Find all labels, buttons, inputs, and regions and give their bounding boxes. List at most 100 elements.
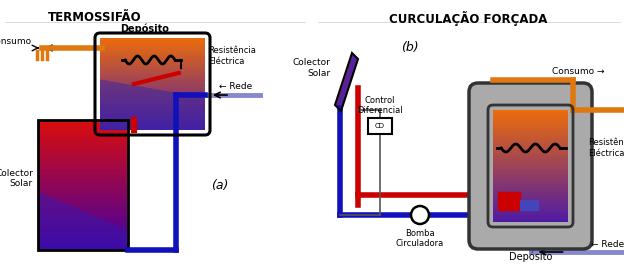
Polygon shape xyxy=(100,60,205,62)
Text: (b): (b) xyxy=(401,41,419,54)
Polygon shape xyxy=(38,167,128,169)
Polygon shape xyxy=(100,97,205,99)
Polygon shape xyxy=(493,193,568,195)
Bar xyxy=(498,192,520,210)
Text: ← Rede: ← Rede xyxy=(219,82,252,91)
Polygon shape xyxy=(38,193,128,195)
Text: Consumo →: Consumo → xyxy=(552,67,604,76)
Polygon shape xyxy=(100,89,205,91)
Polygon shape xyxy=(493,115,568,117)
Polygon shape xyxy=(100,53,205,54)
Polygon shape xyxy=(100,40,205,42)
Polygon shape xyxy=(100,54,205,56)
Polygon shape xyxy=(100,64,205,66)
Polygon shape xyxy=(100,104,205,106)
Polygon shape xyxy=(38,190,128,193)
Polygon shape xyxy=(493,135,568,137)
Polygon shape xyxy=(100,56,205,58)
Polygon shape xyxy=(100,66,205,68)
Polygon shape xyxy=(38,123,128,125)
Polygon shape xyxy=(100,45,205,47)
Polygon shape xyxy=(100,88,205,89)
Polygon shape xyxy=(493,215,568,218)
Polygon shape xyxy=(100,126,205,128)
Polygon shape xyxy=(38,248,128,250)
Polygon shape xyxy=(38,175,128,177)
Polygon shape xyxy=(38,209,128,211)
Polygon shape xyxy=(493,175,568,177)
Polygon shape xyxy=(100,119,205,121)
Polygon shape xyxy=(38,159,128,162)
Polygon shape xyxy=(493,144,568,146)
Polygon shape xyxy=(38,242,128,245)
Polygon shape xyxy=(100,108,205,110)
Polygon shape xyxy=(100,49,205,51)
Polygon shape xyxy=(38,185,128,188)
Polygon shape xyxy=(493,164,568,166)
Bar xyxy=(368,118,392,134)
Polygon shape xyxy=(100,80,205,82)
Polygon shape xyxy=(493,189,568,191)
Polygon shape xyxy=(38,219,128,221)
Polygon shape xyxy=(38,227,128,229)
Polygon shape xyxy=(493,209,568,211)
Polygon shape xyxy=(493,213,568,215)
Polygon shape xyxy=(493,200,568,202)
Polygon shape xyxy=(100,128,205,130)
FancyBboxPatch shape xyxy=(469,83,592,249)
Polygon shape xyxy=(100,101,205,103)
Polygon shape xyxy=(100,113,205,115)
Polygon shape xyxy=(38,237,128,239)
Polygon shape xyxy=(100,38,205,40)
Polygon shape xyxy=(493,126,568,128)
Polygon shape xyxy=(100,99,205,101)
Text: Resistência
Eléctrica: Resistência Eléctrica xyxy=(208,46,256,66)
Polygon shape xyxy=(493,173,568,175)
Polygon shape xyxy=(493,117,568,119)
Polygon shape xyxy=(38,136,128,138)
Polygon shape xyxy=(100,68,205,69)
Polygon shape xyxy=(100,106,205,108)
Polygon shape xyxy=(38,156,128,159)
Polygon shape xyxy=(493,155,568,157)
Polygon shape xyxy=(38,221,128,224)
Polygon shape xyxy=(38,130,128,133)
Polygon shape xyxy=(100,71,205,73)
Polygon shape xyxy=(38,120,128,123)
Polygon shape xyxy=(100,62,205,64)
Polygon shape xyxy=(100,117,205,119)
Polygon shape xyxy=(493,168,568,171)
Polygon shape xyxy=(493,121,568,123)
Polygon shape xyxy=(493,157,568,159)
Text: (a): (a) xyxy=(212,179,228,191)
Polygon shape xyxy=(493,132,568,135)
Bar xyxy=(520,200,538,210)
Polygon shape xyxy=(100,51,205,53)
Polygon shape xyxy=(100,69,205,71)
Text: CURCULAÇÃO FORÇADA: CURCULAÇÃO FORÇADA xyxy=(389,11,547,26)
Polygon shape xyxy=(38,234,128,237)
Polygon shape xyxy=(38,172,128,175)
Text: CD: CD xyxy=(375,123,385,129)
Polygon shape xyxy=(38,188,128,190)
Polygon shape xyxy=(335,53,358,111)
Polygon shape xyxy=(38,201,128,203)
Polygon shape xyxy=(38,151,128,154)
Polygon shape xyxy=(38,206,128,209)
Polygon shape xyxy=(100,78,205,80)
Text: Depósito: Depósito xyxy=(509,252,552,262)
Polygon shape xyxy=(493,177,568,179)
Polygon shape xyxy=(38,229,128,232)
Polygon shape xyxy=(493,146,568,148)
Polygon shape xyxy=(100,95,205,97)
Polygon shape xyxy=(100,123,205,124)
Polygon shape xyxy=(493,218,568,220)
Polygon shape xyxy=(38,128,128,130)
Polygon shape xyxy=(493,123,568,126)
Polygon shape xyxy=(100,84,205,86)
Polygon shape xyxy=(100,82,205,84)
Text: Bomba
Circuladora: Bomba Circuladora xyxy=(396,229,444,248)
Text: Depósito: Depósito xyxy=(120,23,168,34)
Polygon shape xyxy=(493,137,568,139)
Polygon shape xyxy=(493,204,568,206)
